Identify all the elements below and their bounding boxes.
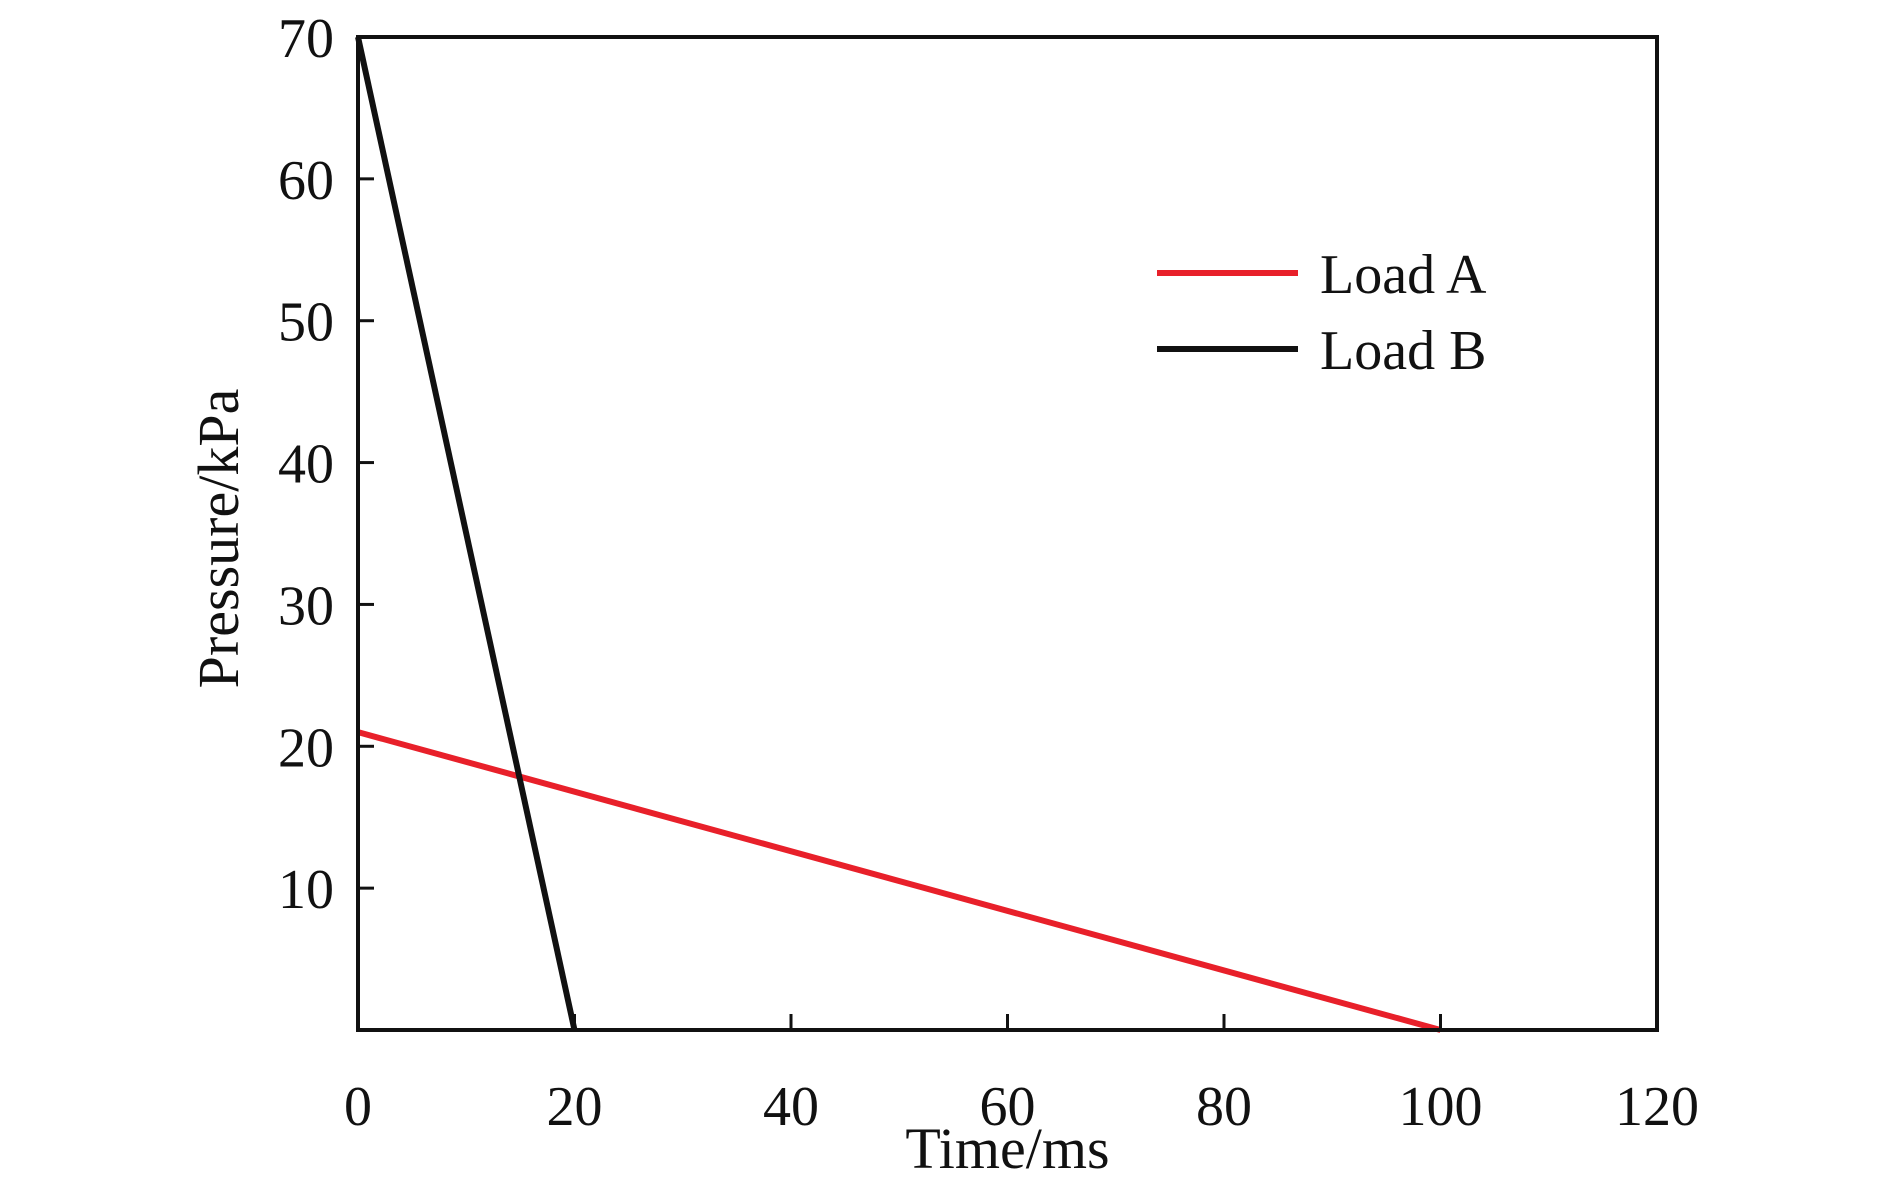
y-tick-label: 20 bbox=[278, 717, 334, 779]
x-tick-label: 0 bbox=[344, 1076, 372, 1138]
x-axis-title: Time/ms bbox=[905, 1116, 1109, 1181]
x-tick-label: 80 bbox=[1196, 1076, 1252, 1138]
x-tick-label: 120 bbox=[1615, 1076, 1699, 1138]
x-axis: 0 20 40 60 80 100 120 bbox=[344, 1014, 1699, 1138]
series-group bbox=[355, 36, 1442, 1033]
y-tick-label: 70 bbox=[278, 8, 334, 70]
axes: 0 20 40 60 80 100 120 10 20 30 40 50 60 70 bbox=[278, 8, 1699, 1138]
x-tick-label: 40 bbox=[763, 1076, 819, 1138]
plot-frame bbox=[356, 35, 1659, 1032]
y-axis: 10 20 30 40 50 60 70 bbox=[278, 8, 374, 921]
legend: Load A Load B bbox=[1157, 244, 1487, 382]
y-tick-label: 50 bbox=[278, 292, 334, 354]
series-line-1 bbox=[357, 729, 1442, 1033]
y-axis-title: Pressure/kPa bbox=[186, 389, 251, 689]
series-line-2 bbox=[355, 36, 578, 1031]
legend-label-1: Load A bbox=[1320, 244, 1487, 306]
x-tick-label: 60 bbox=[980, 1076, 1036, 1138]
y-tick-label: 30 bbox=[278, 575, 334, 637]
x-tick-label: 20 bbox=[547, 1076, 603, 1138]
x-tick-label: 100 bbox=[1399, 1076, 1483, 1138]
y-tick-label: 60 bbox=[278, 150, 334, 212]
legend-label-2: Load B bbox=[1320, 320, 1486, 382]
y-tick-label: 40 bbox=[278, 434, 334, 496]
y-tick-label: 10 bbox=[278, 859, 334, 921]
